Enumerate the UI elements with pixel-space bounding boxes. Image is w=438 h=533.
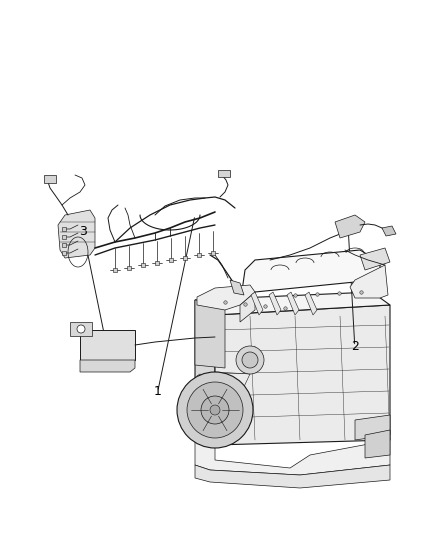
Polygon shape bbox=[335, 215, 365, 238]
Polygon shape bbox=[80, 360, 135, 372]
Bar bbox=[70, 322, 92, 336]
Polygon shape bbox=[195, 465, 390, 488]
Polygon shape bbox=[355, 415, 390, 440]
Polygon shape bbox=[360, 248, 390, 270]
Polygon shape bbox=[240, 250, 380, 305]
Polygon shape bbox=[251, 292, 263, 315]
Circle shape bbox=[236, 346, 264, 374]
Circle shape bbox=[201, 396, 229, 424]
Text: 2: 2 bbox=[351, 340, 359, 353]
Polygon shape bbox=[305, 292, 317, 315]
Circle shape bbox=[242, 352, 258, 368]
Polygon shape bbox=[195, 300, 215, 445]
Polygon shape bbox=[195, 435, 390, 475]
Polygon shape bbox=[287, 292, 299, 315]
Circle shape bbox=[187, 382, 243, 438]
Polygon shape bbox=[365, 430, 390, 458]
Circle shape bbox=[210, 405, 220, 415]
Polygon shape bbox=[215, 305, 390, 445]
Polygon shape bbox=[230, 280, 244, 295]
Bar bbox=[44, 175, 56, 183]
Polygon shape bbox=[58, 210, 95, 258]
Polygon shape bbox=[195, 292, 390, 315]
Bar bbox=[80, 330, 135, 360]
Polygon shape bbox=[350, 265, 388, 298]
Text: 3: 3 bbox=[79, 225, 87, 238]
Polygon shape bbox=[195, 300, 225, 368]
Polygon shape bbox=[269, 292, 281, 315]
Text: 1: 1 bbox=[154, 385, 162, 398]
Bar bbox=[218, 170, 230, 177]
Circle shape bbox=[177, 372, 253, 448]
Polygon shape bbox=[240, 292, 255, 322]
Polygon shape bbox=[382, 226, 396, 236]
Polygon shape bbox=[197, 285, 255, 310]
Circle shape bbox=[77, 325, 85, 333]
